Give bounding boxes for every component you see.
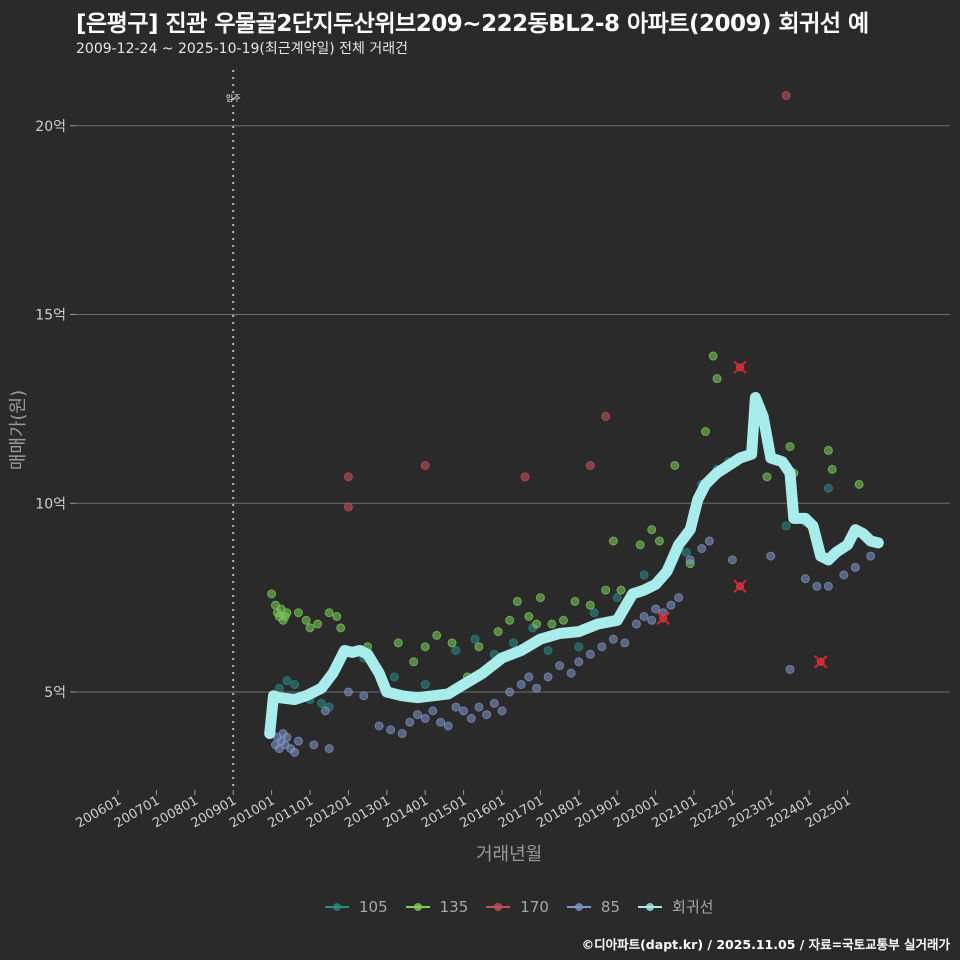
- chart-title: [은평구] 진관 우물골2단지두산위브209~222동BL2-8 아파트(200…: [76, 11, 869, 37]
- move-in-label: 입주: [226, 94, 241, 103]
- series-105: [274, 449, 833, 712]
- legend-item-105: 105: [325, 898, 388, 916]
- legend-label: 170: [520, 897, 549, 916]
- legend-swatch-icon: [638, 900, 663, 914]
- series-170: [343, 91, 791, 512]
- legend-label: 회귀선: [672, 898, 714, 916]
- y-axis-label: 매매가(원): [8, 389, 29, 471]
- regression-line: [264, 392, 884, 739]
- outlier-marker: [733, 360, 747, 375]
- y-tick-label: 20억: [35, 119, 66, 135]
- legend-swatch-icon: [325, 900, 349, 914]
- legend-label: 135: [439, 897, 469, 916]
- series-135: [267, 351, 864, 682]
- series-85: [267, 536, 876, 757]
- legend-swatch-icon: [566, 900, 591, 914]
- legend-item-170: 170: [486, 898, 549, 916]
- legend-swatch-icon: [405, 900, 430, 914]
- outlier-marker: [656, 611, 670, 626]
- outlier-marker: [814, 655, 828, 669]
- legend-swatch-icon: [486, 900, 511, 914]
- legend-item-85: 85: [566, 897, 621, 916]
- x-axis-label: 거래년월: [476, 844, 543, 865]
- y-tick-label: 5억: [44, 685, 66, 701]
- footer-credit: ©디아파트(dapt.kr) / 2025.11.05 / 자료=국토교통부 실…: [581, 937, 950, 952]
- legend-item-회귀선: 회귀선: [638, 896, 713, 917]
- outlier-marker: [733, 579, 747, 594]
- y-tick-label: 10억: [35, 496, 66, 512]
- legend: 105 135 170 85 회귀선: [325, 896, 713, 917]
- chart-subtitle: 2009-12-24 ~ 2025-10-19(최근계약일) 전체 거래건: [76, 41, 408, 57]
- legend-label: 85: [600, 897, 621, 916]
- y-tick-label: 15억: [35, 308, 66, 324]
- legend-item-135: 135: [405, 897, 469, 916]
- legend-label: 105: [359, 897, 388, 916]
